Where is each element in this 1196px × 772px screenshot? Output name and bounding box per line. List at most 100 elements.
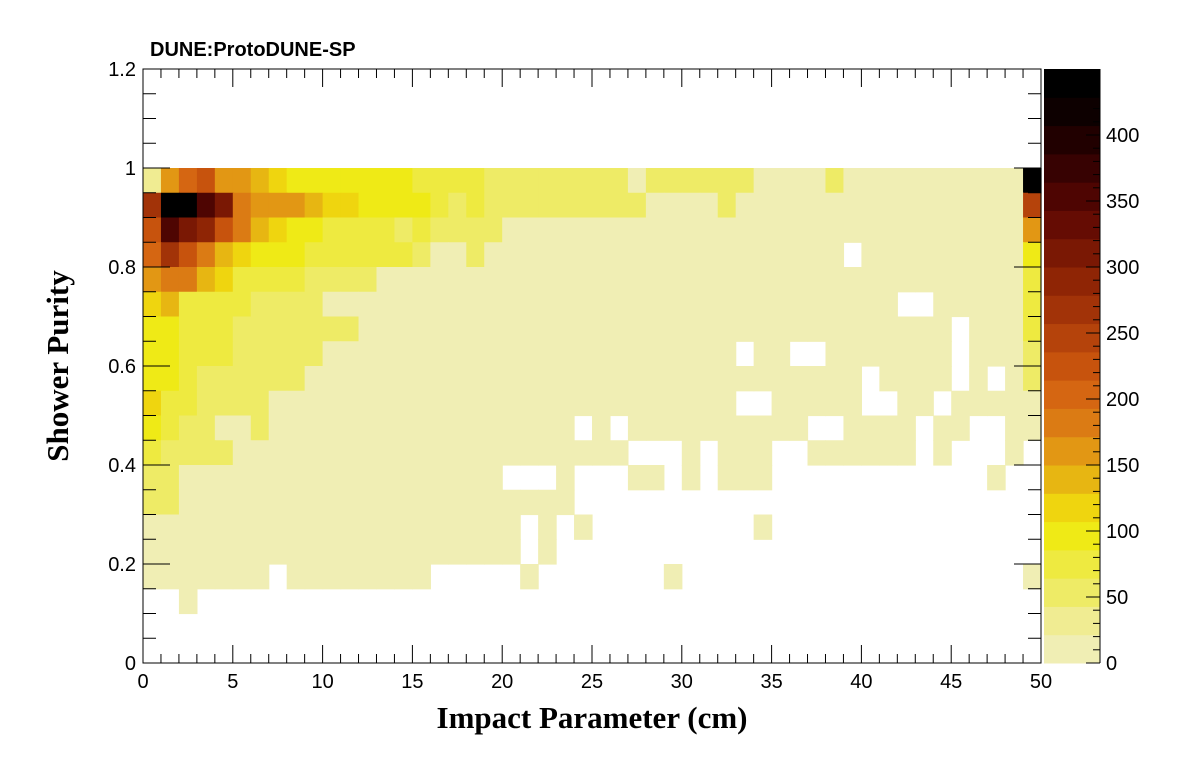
heatmap-cell	[250, 440, 270, 466]
palette-swatch	[1044, 408, 1100, 438]
heatmap-cell	[448, 366, 467, 392]
heatmap-cell	[681, 217, 701, 243]
heatmap-cell	[178, 168, 198, 194]
heatmap-cell	[609, 267, 629, 293]
heatmap-cell	[322, 341, 342, 367]
palette-swatch	[1044, 606, 1100, 636]
heatmap-cell	[484, 341, 503, 367]
heatmap-cell	[412, 291, 431, 318]
heatmap-cell	[735, 242, 755, 268]
heatmap-cell	[322, 192, 342, 219]
heatmap-cell	[502, 415, 521, 441]
x-tick-label: 20	[491, 671, 513, 693]
heatmap-cell	[178, 267, 198, 293]
heatmap-cell	[214, 514, 234, 540]
x-axis: 0 5 10 15 20 25 30 35 40 45 50	[137, 69, 1052, 693]
heatmap-cell	[1005, 217, 1024, 243]
heatmap-cell	[286, 291, 306, 318]
heatmap-cell	[663, 415, 683, 441]
heatmap-cell	[861, 341, 880, 367]
heatmap-cell	[196, 366, 216, 392]
heatmap-cell	[753, 242, 773, 268]
heatmap-cell	[358, 440, 378, 466]
heatmap-cell	[627, 168, 647, 194]
heatmap-cell	[627, 217, 647, 243]
heatmap-cell	[466, 514, 485, 540]
heatmap-cell	[286, 168, 306, 194]
heatmap-cell	[430, 316, 449, 342]
color-tick-label: 300	[1106, 257, 1139, 279]
heatmap-cell	[160, 316, 180, 342]
heatmap-cell	[160, 489, 180, 516]
heatmap-cell	[143, 341, 162, 367]
heatmap-cell	[214, 564, 234, 590]
palette-swatch	[1044, 323, 1100, 353]
heatmap-cell	[897, 217, 916, 243]
heatmap-cell	[412, 415, 431, 441]
heatmap-cell	[825, 390, 845, 417]
heatmap-cell	[879, 267, 898, 293]
heatmap-cell	[178, 390, 198, 417]
heatmap-cell	[196, 564, 216, 590]
heatmap-cell	[376, 366, 396, 392]
heatmap-cell	[466, 539, 485, 565]
heatmap-cell	[699, 267, 719, 293]
heatmap-cell	[322, 440, 342, 466]
heatmap-cell	[663, 291, 683, 318]
heatmap-cell	[897, 192, 916, 219]
heatmap-cell	[412, 168, 431, 194]
heatmap-cell	[412, 341, 431, 367]
heatmap-cell	[789, 192, 809, 219]
heatmap-cell	[520, 267, 539, 293]
heatmap-cell	[843, 217, 862, 243]
heatmap-cell	[484, 415, 503, 441]
heatmap-cell	[178, 465, 198, 491]
heatmap-cell	[933, 267, 952, 293]
heatmap-cell	[987, 192, 1006, 219]
heatmap-cell	[753, 168, 773, 194]
heatmap-cell	[178, 217, 198, 243]
heatmap-cell	[627, 192, 647, 219]
heatmap-cell	[538, 440, 557, 466]
heatmap-cell	[592, 192, 611, 219]
heatmap-cell	[879, 291, 898, 318]
heatmap-cell	[609, 390, 629, 417]
heatmap-cell	[538, 217, 557, 243]
heatmap-cell	[951, 415, 970, 441]
heatmap-cell	[843, 192, 862, 219]
heatmap-cell	[358, 489, 378, 516]
heatmap-cell	[663, 341, 683, 367]
heatmap-cell	[178, 291, 198, 318]
heatmap-cell	[753, 291, 773, 318]
heatmap-cell	[340, 415, 360, 441]
heatmap-cell	[143, 514, 162, 540]
heatmap-cell	[771, 415, 791, 441]
heatmap-cell	[143, 564, 162, 590]
heatmap-cell	[789, 415, 809, 441]
heatmap-cell	[663, 316, 683, 342]
heatmap-cell	[574, 316, 593, 342]
heatmap-cell	[681, 192, 701, 219]
heatmap-cell	[394, 366, 413, 392]
heatmap-cell	[951, 267, 970, 293]
heatmap-cell	[322, 489, 342, 516]
heatmap-cell	[717, 390, 737, 417]
heatmap-cell	[645, 316, 665, 342]
heatmap-cell	[376, 514, 396, 540]
heatmap-cell	[699, 192, 719, 219]
heatmap-cell	[412, 489, 431, 516]
heatmap-cell	[448, 267, 467, 293]
heatmap-cell	[663, 366, 683, 392]
heatmap-cell	[592, 291, 611, 318]
heatmap-cell	[807, 217, 827, 243]
heatmap-cell	[268, 291, 288, 318]
heatmap-cell	[376, 539, 396, 565]
heatmap-cell	[484, 489, 503, 516]
heatmap-cell	[376, 192, 396, 219]
heatmap-cell	[430, 514, 449, 540]
x-tick-label: 30	[671, 671, 693, 693]
heatmap-cell	[933, 168, 952, 194]
heatmap-cell	[987, 341, 1006, 367]
heatmap-cell	[717, 415, 737, 441]
heatmap-cell	[376, 390, 396, 417]
